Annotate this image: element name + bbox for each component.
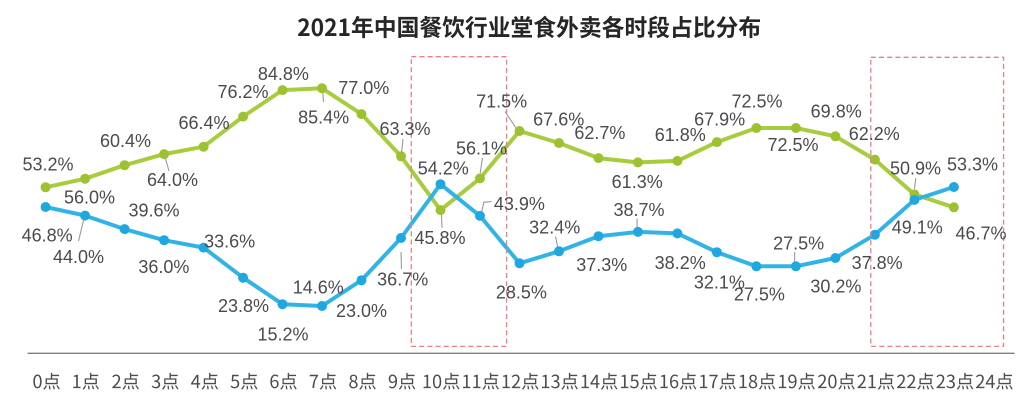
svg-text:62.7%: 62.7% xyxy=(574,123,625,143)
svg-text:45.8%: 45.8% xyxy=(414,228,465,248)
svg-text:84.8%: 84.8% xyxy=(258,64,309,84)
svg-text:27.5%: 27.5% xyxy=(773,233,824,253)
svg-text:77.0%: 77.0% xyxy=(338,78,389,98)
svg-text:66.4%: 66.4% xyxy=(178,113,229,133)
svg-text:39.6%: 39.6% xyxy=(128,200,179,220)
svg-text:44.0%: 44.0% xyxy=(53,247,104,267)
svg-text:76.2%: 76.2% xyxy=(217,82,268,102)
svg-text:61.3%: 61.3% xyxy=(612,172,663,192)
svg-text:46.7%: 46.7% xyxy=(955,224,1006,244)
svg-text:54.2%: 54.2% xyxy=(418,158,469,178)
svg-text:67.9%: 67.9% xyxy=(694,109,745,129)
svg-text:30.2%: 30.2% xyxy=(810,277,861,297)
svg-text:56.0%: 56.0% xyxy=(64,187,115,207)
svg-text:49.1%: 49.1% xyxy=(892,218,943,238)
svg-text:37.3%: 37.3% xyxy=(576,255,627,275)
svg-text:37.8%: 37.8% xyxy=(852,253,903,273)
svg-text:15.2%: 15.2% xyxy=(257,324,308,344)
svg-text:27.5%: 27.5% xyxy=(734,284,785,304)
svg-text:53.2%: 53.2% xyxy=(22,154,73,174)
svg-text:72.5%: 72.5% xyxy=(731,92,782,112)
svg-text:69.8%: 69.8% xyxy=(811,101,862,121)
svg-text:32.4%: 32.4% xyxy=(529,218,580,238)
svg-text:23.0%: 23.0% xyxy=(336,301,387,321)
svg-text:63.3%: 63.3% xyxy=(379,119,430,139)
svg-text:36.7%: 36.7% xyxy=(377,269,428,289)
svg-text:23.8%: 23.8% xyxy=(218,296,269,316)
svg-text:62.2%: 62.2% xyxy=(849,124,900,144)
svg-text:14.6%: 14.6% xyxy=(293,277,344,297)
svg-text:60.4%: 60.4% xyxy=(100,131,151,151)
svg-text:46.8%: 46.8% xyxy=(22,226,73,246)
svg-text:38.2%: 38.2% xyxy=(655,253,706,273)
svg-text:85.4%: 85.4% xyxy=(298,107,349,127)
svg-text:56.1%: 56.1% xyxy=(456,139,507,159)
svg-text:36.0%: 36.0% xyxy=(138,257,189,277)
svg-text:71.5%: 71.5% xyxy=(476,92,527,112)
svg-text:72.5%: 72.5% xyxy=(767,135,818,155)
svg-text:50.9%: 50.9% xyxy=(890,158,941,178)
svg-text:28.5%: 28.5% xyxy=(496,282,547,302)
svg-text:33.6%: 33.6% xyxy=(204,231,255,251)
svg-text:64.0%: 64.0% xyxy=(147,170,198,190)
svg-text:38.7%: 38.7% xyxy=(613,200,664,220)
svg-text:53.3%: 53.3% xyxy=(947,154,998,174)
svg-text:43.9%: 43.9% xyxy=(494,194,545,214)
